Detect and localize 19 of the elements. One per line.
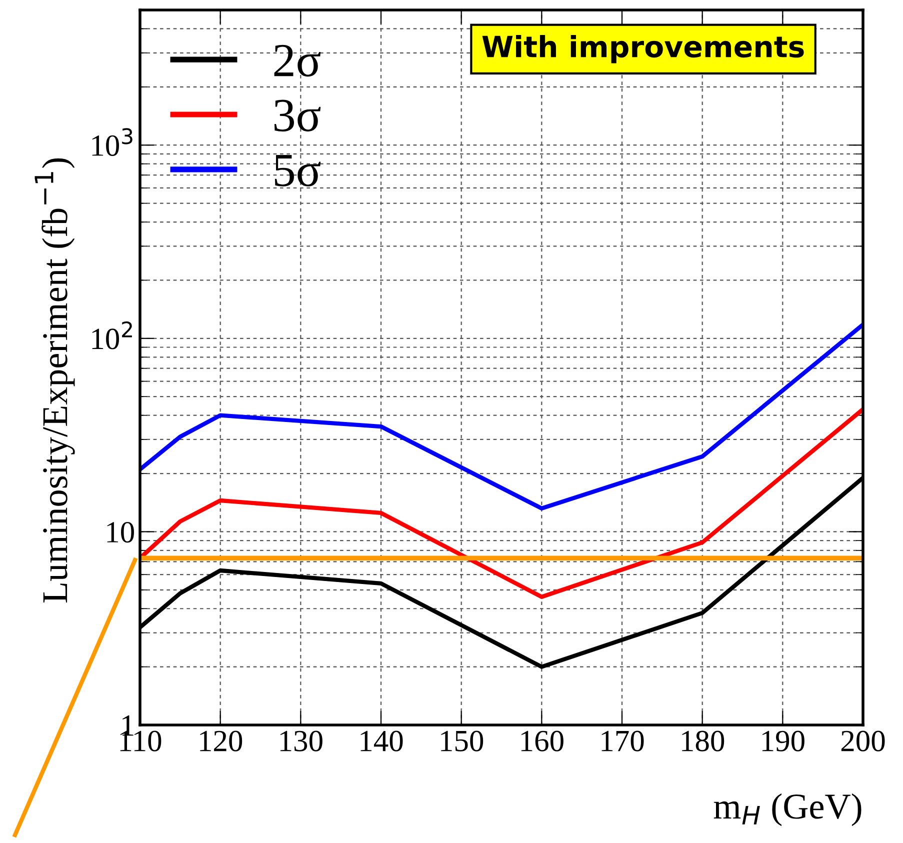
annotation: With improvements	[482, 35, 804, 64]
x-tick-label: 160	[521, 730, 564, 752]
x-tick-label: 120	[200, 730, 242, 752]
legend-label: 5σ	[274, 155, 321, 186]
line-series	[140, 322, 863, 510]
x-tick-label: 170	[602, 730, 644, 752]
legend-label: 2σ	[274, 44, 321, 77]
x-tick-label: 200	[841, 730, 885, 752]
legend-label: 3σ	[274, 100, 321, 132]
x-tick-label: 180	[682, 730, 724, 752]
y-tick-label: 10$^{2}$	[92, 321, 132, 350]
y-tick-label: 10	[107, 522, 134, 543]
x-tick-label: 190	[762, 730, 804, 752]
x-tick-label: 140	[360, 730, 403, 752]
y-axis-title: Luminosity/Experiment (fb$^{−1}$)	[34, 158, 75, 602]
x-tick-label: 150	[441, 730, 484, 752]
y-tick-label: 10$^{3}$	[92, 128, 132, 156]
x-axis-title: m$_{H}$ (GeV)	[714, 793, 862, 826]
x-tick-label: 130	[280, 730, 322, 752]
